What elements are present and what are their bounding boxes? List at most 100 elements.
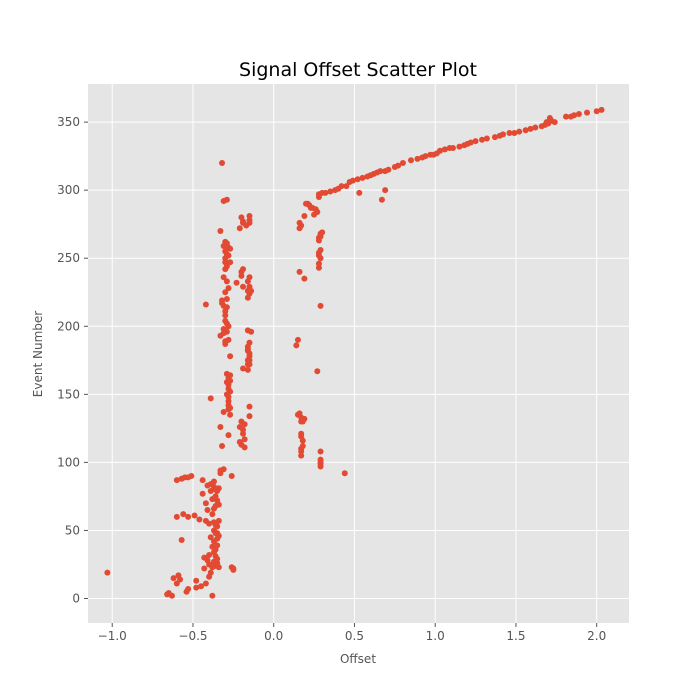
data-point — [185, 513, 192, 520]
data-point — [248, 287, 255, 294]
data-point — [301, 275, 308, 282]
data-point — [228, 473, 235, 479]
data-point — [227, 411, 234, 418]
data-point — [215, 485, 222, 492]
data-point — [222, 289, 229, 296]
data-point — [575, 110, 582, 117]
data-point — [219, 443, 226, 450]
data-point — [207, 569, 214, 576]
data-point — [204, 507, 211, 514]
data-point — [215, 532, 222, 539]
data-point — [299, 437, 306, 444]
data-point — [244, 366, 251, 373]
data-point — [407, 157, 414, 164]
data-point — [207, 534, 214, 541]
data-point — [219, 297, 226, 304]
data-point — [240, 365, 247, 372]
data-point — [240, 283, 247, 290]
data-point — [296, 268, 303, 275]
data-point — [222, 340, 229, 347]
data-point — [532, 124, 539, 131]
data-point — [177, 576, 184, 583]
data-point — [217, 424, 224, 430]
data-point — [215, 517, 222, 524]
data-point — [516, 128, 523, 135]
data-point — [209, 511, 216, 518]
data-point — [178, 536, 185, 543]
data-point — [598, 106, 605, 113]
data-point — [173, 580, 180, 587]
data-point — [207, 487, 214, 494]
data-point — [227, 404, 234, 411]
data-point — [571, 112, 578, 119]
x-tick-label: 0.0 — [264, 629, 283, 643]
data-point — [217, 228, 224, 234]
data-point — [193, 577, 200, 584]
data-point — [193, 584, 200, 591]
data-point — [236, 225, 243, 232]
data-point — [299, 443, 306, 450]
data-point — [238, 272, 245, 279]
data-point — [317, 448, 324, 455]
x-tick-label: 0.5 — [345, 629, 364, 643]
data-point — [240, 430, 247, 437]
data-point — [227, 377, 234, 384]
data-point — [225, 394, 232, 401]
y-tick-label: 250 — [57, 251, 80, 265]
data-point — [437, 147, 444, 154]
data-point — [422, 153, 429, 160]
data-point — [248, 328, 255, 335]
data-point — [199, 477, 206, 484]
data-point — [241, 436, 248, 443]
x-tick-label: 1.0 — [426, 629, 445, 643]
data-point — [293, 342, 300, 349]
plot-area — [88, 84, 629, 623]
data-point — [227, 388, 234, 395]
data-point — [233, 279, 240, 286]
data-point — [227, 372, 234, 379]
data-point — [223, 328, 230, 335]
data-point — [227, 353, 234, 360]
data-point — [219, 159, 226, 166]
data-point — [202, 580, 209, 587]
data-point — [173, 477, 180, 484]
data-point — [527, 125, 534, 132]
data-point — [338, 183, 345, 190]
data-point — [191, 512, 198, 519]
data-point — [314, 368, 321, 375]
x-tick-label: 1.5 — [506, 629, 525, 643]
data-point — [377, 168, 384, 175]
data-point — [225, 336, 232, 343]
data-point — [317, 247, 324, 254]
data-point — [241, 421, 248, 428]
data-point — [322, 189, 329, 196]
data-point — [354, 176, 361, 183]
chart-title: Signal Offset Scatter Plot — [239, 59, 477, 81]
data-point — [173, 513, 180, 520]
data-point — [223, 296, 230, 303]
data-point — [491, 134, 498, 141]
data-point — [246, 350, 253, 357]
data-point — [227, 259, 234, 266]
data-points — [104, 106, 605, 599]
data-point — [209, 592, 216, 599]
data-point — [220, 274, 227, 281]
data-point — [341, 470, 348, 477]
data-point — [319, 229, 326, 236]
data-point — [196, 516, 203, 523]
y-axis-label: Event Number — [31, 311, 45, 397]
y-tick-label: 100 — [57, 455, 80, 469]
data-point — [378, 196, 385, 203]
data-point — [506, 130, 513, 136]
data-point — [294, 336, 301, 343]
data-point — [483, 135, 490, 142]
data-point — [185, 585, 192, 592]
data-point — [522, 127, 529, 134]
data-point — [382, 187, 389, 194]
data-point — [449, 144, 456, 151]
data-point — [472, 138, 479, 145]
data-point — [180, 511, 187, 518]
data-point — [240, 266, 247, 273]
data-point — [511, 130, 518, 136]
